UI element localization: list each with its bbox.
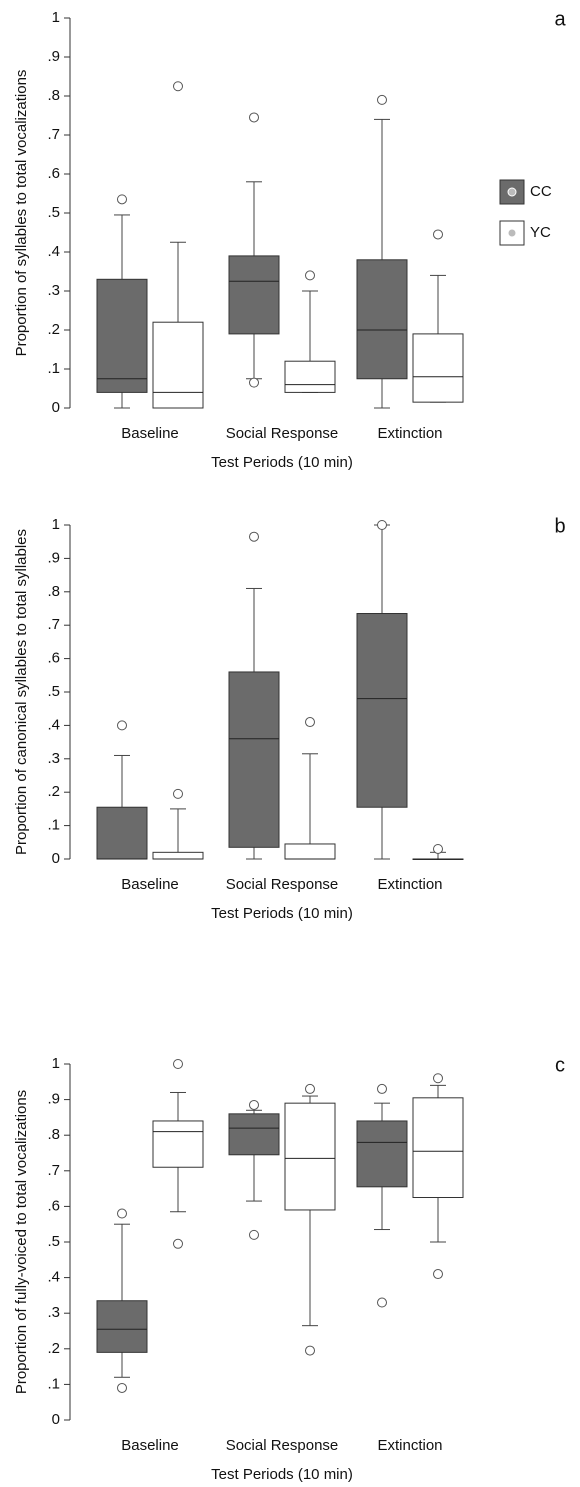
- outlier: [117, 1208, 127, 1219]
- y-tick-label: .7: [47, 616, 60, 633]
- outlier: [377, 1297, 387, 1308]
- legend-label: CC: [530, 183, 552, 200]
- legend-marker: [507, 228, 517, 238]
- y-tick-label: 1: [52, 516, 60, 533]
- box: [228, 255, 280, 335]
- outlier: [249, 1229, 259, 1240]
- y-tick-label: 0: [52, 850, 60, 867]
- outlier: [305, 1345, 315, 1356]
- box: [284, 843, 336, 860]
- x-tick-label: Extinction: [377, 1437, 442, 1454]
- y-tick-label: .8: [47, 87, 60, 104]
- x-axis-title: Test Periods (10 min): [211, 1466, 353, 1483]
- outlier: [173, 1238, 183, 1249]
- y-tick-label: .4: [47, 243, 60, 260]
- outlier: [249, 531, 259, 542]
- outlier: [117, 194, 127, 205]
- x-tick-label: Baseline: [121, 425, 179, 442]
- x-axis-title: Test Periods (10 min): [211, 454, 353, 471]
- x-tick-label: Extinction: [377, 876, 442, 893]
- outlier: [433, 843, 443, 854]
- legend-label: YC: [530, 224, 551, 241]
- box: [96, 806, 148, 860]
- outlier: [377, 94, 387, 105]
- x-tick-label: Extinction: [377, 425, 442, 442]
- y-tick-label: .5: [47, 683, 60, 700]
- x-tick-label: Social Response: [226, 876, 339, 893]
- y-tick-label: .9: [47, 48, 60, 65]
- box: [284, 360, 336, 393]
- outlier: [433, 1269, 443, 1280]
- y-tick-label: 0: [52, 1411, 60, 1428]
- panel-label: b: [554, 515, 565, 537]
- y-tick-label: .4: [47, 716, 60, 733]
- y-tick-label: .7: [47, 126, 60, 143]
- y-tick-label: .1: [47, 817, 60, 834]
- y-axis-title: Proportion of fully-voiced to total voca…: [13, 1090, 30, 1394]
- y-tick-label: .8: [47, 583, 60, 600]
- outlier: [377, 520, 387, 530]
- y-tick-label: .9: [47, 1091, 60, 1108]
- y-tick-label: .2: [47, 321, 60, 338]
- outlier: [249, 1099, 259, 1110]
- box: [152, 851, 204, 860]
- y-tick-label: .6: [47, 165, 60, 182]
- box: [356, 259, 408, 380]
- y-tick-label: .6: [47, 650, 60, 667]
- outlier: [173, 1059, 183, 1069]
- y-tick-label: .1: [47, 360, 60, 377]
- x-tick-label: Baseline: [121, 876, 179, 893]
- x-tick-label: Social Response: [226, 425, 339, 442]
- y-axis-title: Proportion of syllables to total vocaliz…: [13, 70, 30, 357]
- outlier: [117, 1382, 127, 1393]
- box: [152, 1120, 204, 1168]
- outlier: [173, 81, 183, 92]
- x-tick-label: Baseline: [121, 1437, 179, 1454]
- y-tick-label: .6: [47, 1197, 60, 1214]
- box: [228, 671, 280, 848]
- outlier: [377, 1083, 387, 1094]
- box: [96, 278, 148, 393]
- outlier: [249, 377, 259, 388]
- y-tick-label: .7: [47, 1162, 60, 1179]
- box: [284, 1102, 336, 1211]
- outlier: [173, 788, 183, 799]
- outlier: [433, 229, 443, 240]
- y-tick-label: .4: [47, 1269, 60, 1286]
- y-tick-label: .1: [47, 1375, 60, 1392]
- box: [412, 333, 464, 403]
- y-tick-label: .8: [47, 1126, 60, 1143]
- outlier: [305, 1083, 315, 1094]
- y-tick-label: .3: [47, 282, 60, 299]
- panel-label: c: [555, 1054, 565, 1076]
- box: [152, 321, 204, 409]
- x-tick-label: Social Response: [226, 1437, 339, 1454]
- panel-label: a: [554, 8, 566, 30]
- outlier: [305, 717, 315, 728]
- outlier: [117, 720, 127, 731]
- box: [412, 1097, 464, 1198]
- y-tick-label: .5: [47, 1233, 60, 1250]
- y-tick-label: .3: [47, 750, 60, 767]
- y-axis-title: Proportion of canonical syllables to tot…: [13, 529, 30, 855]
- y-tick-label: 1: [52, 9, 60, 26]
- legend-marker: [507, 187, 517, 197]
- box: [96, 1300, 148, 1353]
- box: [356, 1120, 408, 1188]
- y-tick-label: 1: [52, 1055, 60, 1072]
- outlier: [433, 1073, 443, 1084]
- y-tick-label: .2: [47, 783, 60, 800]
- x-axis-title: Test Periods (10 min): [211, 905, 353, 922]
- y-tick-label: .5: [47, 204, 60, 221]
- y-tick-label: .2: [47, 1340, 60, 1357]
- box: [356, 613, 408, 808]
- outlier: [249, 112, 259, 123]
- y-tick-label: .9: [47, 549, 60, 566]
- y-tick-label: .3: [47, 1304, 60, 1321]
- y-tick-label: 0: [52, 399, 60, 416]
- outlier: [305, 270, 315, 281]
- box: [228, 1113, 280, 1156]
